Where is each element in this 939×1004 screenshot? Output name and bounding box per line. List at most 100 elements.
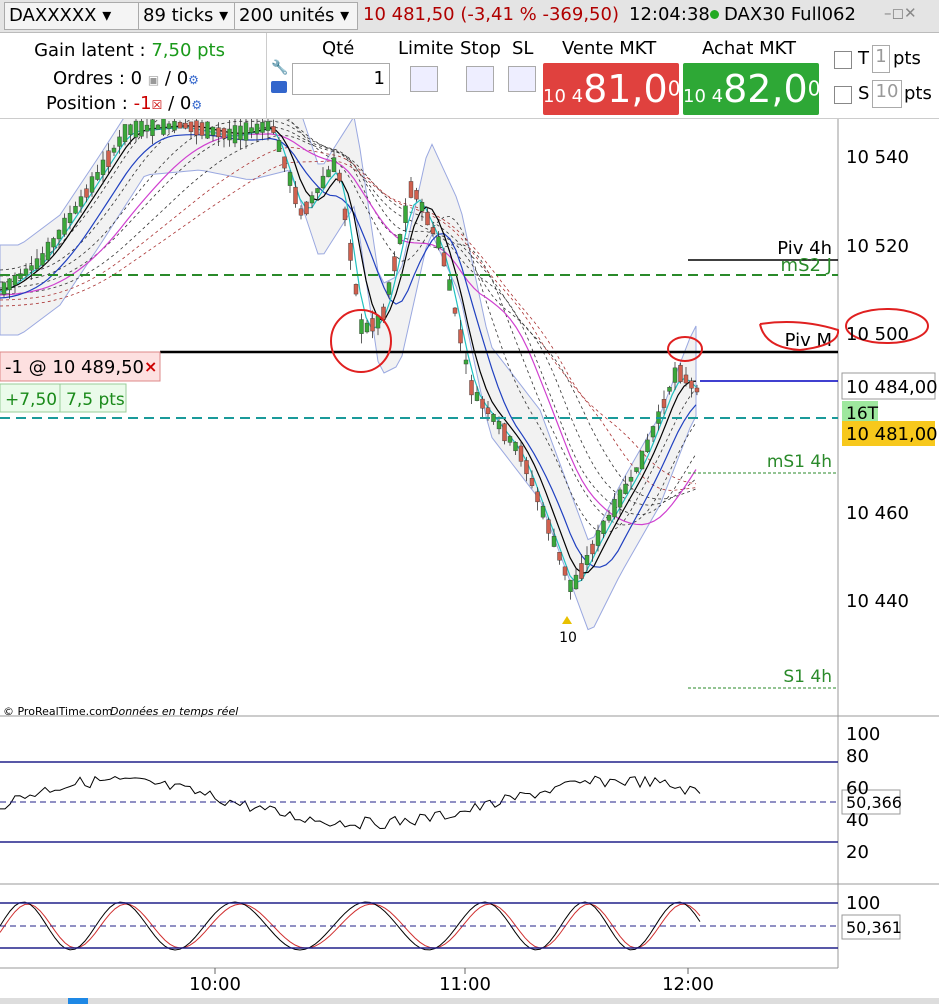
price-tick-label: 10 540 [846,147,909,168]
candle [161,118,166,135]
ma-dashed [0,113,697,526]
candle [342,208,348,221]
price-tick-label: 10 440 [846,591,909,612]
candle [62,217,67,235]
buy-sup: 0 [807,76,821,101]
candle [557,552,562,561]
realtime: Données en temps réel [110,705,238,718]
candle [551,536,557,547]
candle [579,563,584,579]
candle [628,476,634,482]
level-label: S1 4h [783,667,832,687]
candle [370,318,375,332]
candle [282,156,287,169]
instrument-select[interactable]: DAXXXXX ▾ [4,2,140,30]
s-checkbox[interactable] [834,86,852,104]
candle [678,365,683,382]
sl-label: SL [512,38,534,59]
candle [672,367,678,383]
candle [650,426,656,438]
candle [617,489,623,508]
copyright: © ProRealTime.com [3,705,113,718]
buy-prefix: 10 4 [683,86,724,107]
t-unit: pts [893,48,921,69]
rsi-value: 50,366 [846,793,902,812]
stop-button[interactable] [466,66,494,92]
wrench[interactable]: 🔧 [271,60,289,76]
position-row: Position : -1☒ / 0⚙ [46,93,203,114]
candle [276,140,282,152]
qty-input[interactable]: 1 [292,63,390,95]
candle [260,122,265,133]
stoch-signal [0,903,701,949]
t-label: T [858,48,869,69]
candle [474,392,480,401]
candle [243,122,249,141]
candle [513,442,518,452]
candle [128,124,133,135]
time-tick-label: 12:00 [662,974,714,995]
gain-value: 7,50 pts [151,40,225,61]
candle [34,258,40,270]
candle [661,399,667,408]
candle [359,319,364,334]
candle [694,387,700,393]
candle [683,374,689,384]
candle [111,147,117,153]
candle [518,445,524,462]
ma-dashed [0,106,697,533]
candle [7,278,12,291]
candle [502,423,507,442]
candle [309,195,315,204]
window-controls[interactable]: –◻✕ [884,4,917,22]
candle [601,520,606,534]
candle [18,273,23,279]
sl-button[interactable] [508,66,536,92]
candle [304,201,309,215]
sell-sup: 0 [667,76,681,101]
sell-button[interactable]: 10 481,00 [543,63,681,115]
candle [540,506,546,518]
candle [194,120,199,136]
price-tick-label: 10 520 [846,236,909,257]
ma-dashed [0,134,697,500]
candle [491,414,496,422]
candle [606,514,612,521]
limit-button[interactable] [410,66,438,92]
ma-magenta [0,133,697,526]
candle [529,478,535,486]
last-price: 10 484,00 [846,377,938,398]
t-checkbox[interactable] [834,51,852,69]
candle [205,121,210,139]
buy-button[interactable]: 10 482,00 [683,63,821,115]
candle [254,123,260,134]
s-input[interactable]: 10 [872,80,902,108]
candle [29,265,34,271]
sell-main: 81,0 [583,67,668,111]
candle [348,242,353,261]
t-input[interactable]: 1 [872,45,890,73]
ticks-badge: 16T [846,404,879,424]
candle [590,543,595,555]
units-select[interactable]: 200 unités ▾ [234,2,358,30]
interval: 89 ticks [143,5,214,26]
candle [485,407,491,415]
rsi-tick-label: 40 [846,810,869,831]
stoch-tick-label: 100 [846,893,880,914]
keypad[interactable] [271,81,287,93]
orders-sep: / 0 [164,68,189,89]
interval-select[interactable]: 89 ticks ▾ [138,2,236,30]
close-position[interactable]: × [144,357,157,376]
candle [227,128,232,141]
candle [73,205,78,214]
candle [364,322,370,333]
order-bar: Gain latent : 7,50 pts Ordres : 0 ▣ / 0⚙… [0,33,939,119]
candle [265,121,271,131]
candle [56,229,62,240]
candle [689,380,694,389]
candle [469,380,474,396]
candle [639,450,645,470]
candle [216,127,221,138]
candle [584,555,590,565]
